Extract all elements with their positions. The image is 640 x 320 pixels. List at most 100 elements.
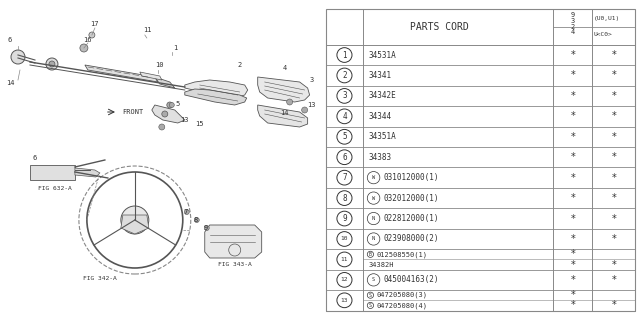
Polygon shape: [85, 65, 158, 82]
Text: 8: 8: [194, 217, 198, 223]
Circle shape: [167, 102, 173, 108]
Text: 13: 13: [307, 102, 316, 108]
Text: N: N: [372, 216, 375, 221]
Text: 2: 2: [237, 62, 242, 68]
Text: 13: 13: [340, 298, 348, 303]
Circle shape: [195, 218, 199, 222]
Text: *: *: [611, 275, 616, 285]
Text: S: S: [369, 293, 372, 298]
Text: *: *: [611, 50, 616, 60]
Circle shape: [170, 102, 174, 108]
Text: 3: 3: [571, 18, 575, 24]
Text: U<C0>: U<C0>: [594, 32, 612, 37]
Circle shape: [80, 44, 88, 52]
Text: 6: 6: [8, 37, 12, 43]
Text: 3: 3: [310, 77, 314, 83]
Text: 023908000(2): 023908000(2): [383, 235, 438, 244]
Text: *: *: [570, 213, 575, 224]
Text: B: B: [369, 252, 372, 257]
Text: *: *: [611, 132, 616, 142]
Text: *: *: [611, 70, 616, 80]
Text: 2: 2: [342, 71, 347, 80]
Text: FIG 632-A: FIG 632-A: [38, 186, 72, 190]
Text: 7: 7: [184, 209, 188, 215]
Text: 8: 8: [342, 194, 347, 203]
Text: N: N: [372, 236, 375, 242]
Text: 4: 4: [571, 29, 575, 35]
Text: 14: 14: [280, 110, 289, 116]
Circle shape: [301, 107, 308, 113]
Text: 9: 9: [204, 225, 208, 231]
Text: *: *: [570, 290, 575, 300]
Text: 1: 1: [173, 45, 177, 51]
Text: 17: 17: [91, 21, 99, 27]
Text: *: *: [570, 50, 575, 60]
Polygon shape: [258, 105, 308, 127]
Text: 2: 2: [571, 24, 575, 30]
Text: 032012000(1): 032012000(1): [383, 194, 438, 203]
Text: *: *: [611, 111, 616, 121]
Text: *: *: [570, 91, 575, 101]
Text: 9: 9: [342, 214, 347, 223]
Text: *: *: [611, 91, 616, 101]
Text: 34342E: 34342E: [369, 92, 397, 100]
Text: 5: 5: [342, 132, 347, 141]
Text: *: *: [570, 260, 575, 269]
Text: 11: 11: [340, 257, 348, 262]
Text: *: *: [570, 300, 575, 310]
Text: W: W: [372, 175, 375, 180]
Text: 6: 6: [33, 155, 37, 161]
Polygon shape: [258, 77, 310, 102]
Text: *: *: [570, 275, 575, 285]
Text: 34341: 34341: [369, 71, 392, 80]
Polygon shape: [205, 225, 262, 258]
Text: 9: 9: [571, 12, 575, 18]
Text: 012508550(1): 012508550(1): [377, 251, 428, 258]
Polygon shape: [185, 80, 248, 98]
Text: *: *: [611, 300, 616, 310]
Polygon shape: [75, 168, 100, 177]
Circle shape: [46, 58, 58, 70]
Text: 13: 13: [180, 117, 189, 123]
Text: 34351A: 34351A: [369, 132, 397, 141]
Text: *: *: [611, 152, 616, 162]
Text: *: *: [570, 132, 575, 142]
Circle shape: [184, 210, 189, 214]
Polygon shape: [152, 105, 185, 123]
Text: FRONT: FRONT: [122, 109, 143, 115]
Text: *: *: [611, 234, 616, 244]
Text: *: *: [570, 193, 575, 203]
Text: 10: 10: [340, 236, 348, 242]
Text: 6: 6: [342, 153, 347, 162]
Circle shape: [204, 226, 209, 230]
Circle shape: [11, 50, 25, 64]
Text: 34382H: 34382H: [369, 261, 394, 268]
Text: *: *: [570, 70, 575, 80]
Text: 031012000(1): 031012000(1): [383, 173, 438, 182]
Text: 11: 11: [143, 27, 152, 33]
Polygon shape: [185, 89, 246, 105]
Text: 047205080(4): 047205080(4): [377, 302, 428, 309]
Text: W: W: [372, 196, 375, 201]
Text: 045004163(2): 045004163(2): [383, 276, 438, 284]
Text: 5: 5: [175, 101, 180, 107]
Polygon shape: [30, 165, 75, 180]
Circle shape: [49, 61, 55, 67]
Polygon shape: [121, 215, 149, 234]
Text: 4: 4: [342, 112, 347, 121]
Text: *: *: [611, 193, 616, 203]
Text: 34531A: 34531A: [369, 51, 397, 60]
Text: 047205080(3): 047205080(3): [377, 292, 428, 299]
Text: *: *: [570, 249, 575, 259]
Text: 16: 16: [84, 37, 92, 43]
Text: 14: 14: [6, 80, 14, 86]
Text: PARTS CORD: PARTS CORD: [410, 22, 469, 32]
Text: *: *: [611, 260, 616, 269]
Text: *: *: [611, 213, 616, 224]
Text: 7: 7: [342, 173, 347, 182]
Text: (U0,U1): (U0,U1): [594, 16, 620, 21]
Text: 1: 1: [342, 51, 347, 60]
Text: *: *: [570, 234, 575, 244]
Polygon shape: [155, 77, 175, 88]
Text: *: *: [570, 173, 575, 183]
